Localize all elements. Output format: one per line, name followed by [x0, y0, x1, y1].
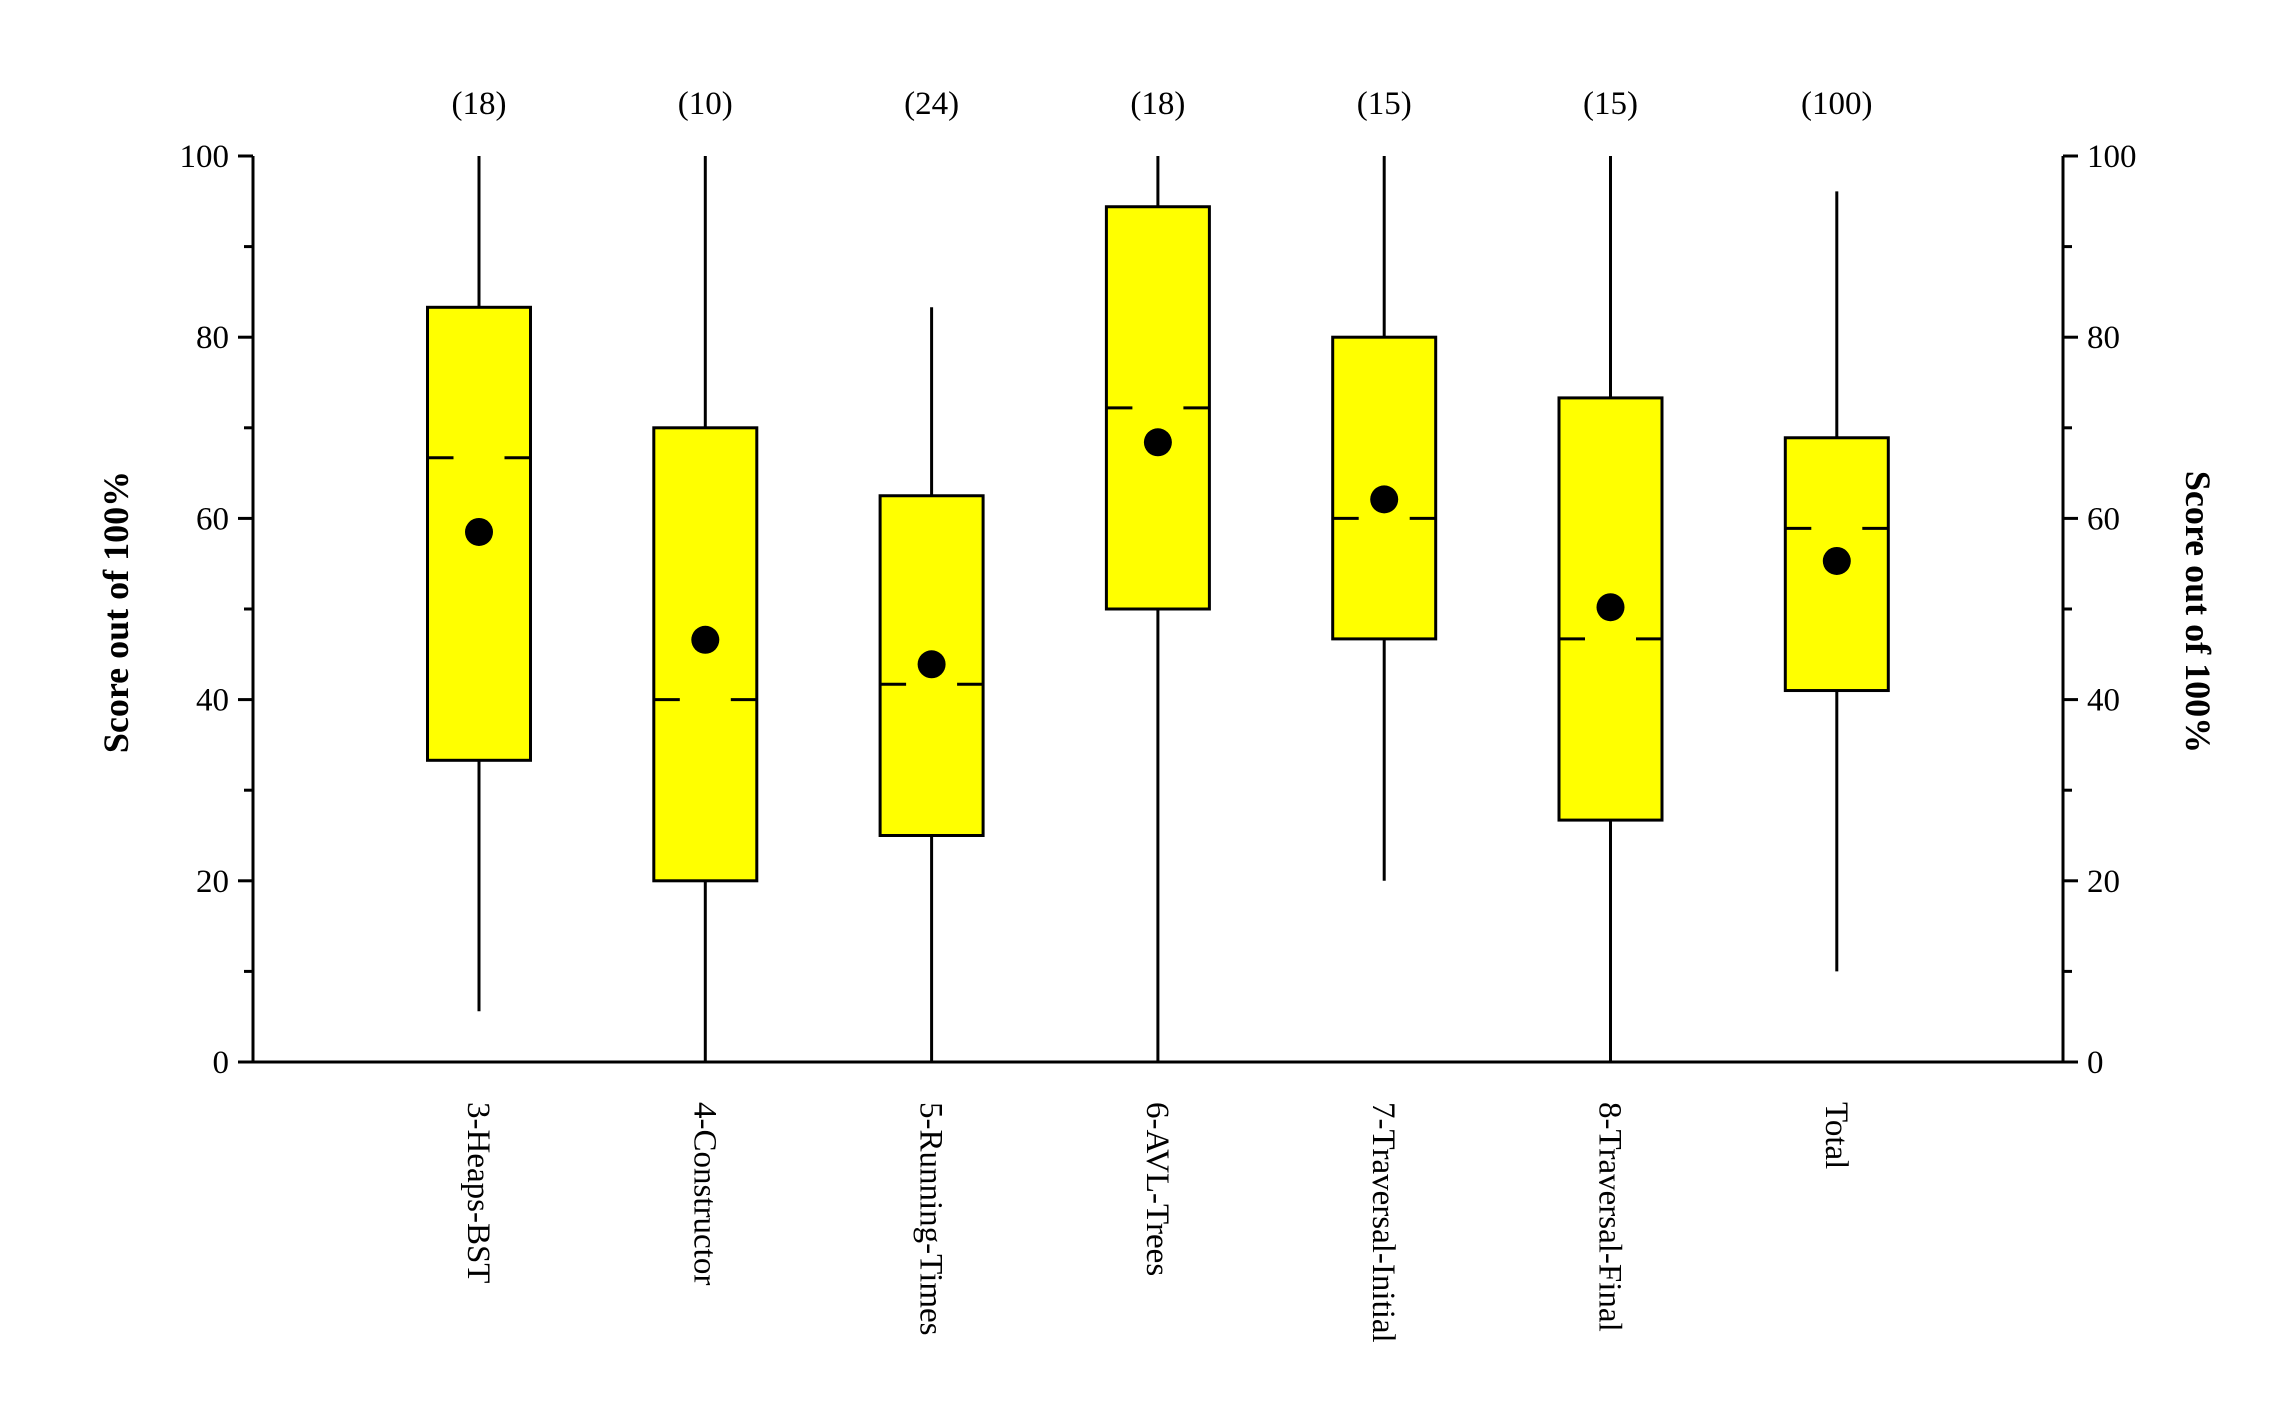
- count-label: (100): [1801, 86, 1872, 122]
- y-axis-title-right: Score out of 100%: [2178, 471, 2218, 753]
- count-label: (24): [904, 86, 959, 122]
- category-label: 3-Heaps-BST: [460, 1102, 496, 1283]
- y-tick-label-right: 80: [2087, 320, 2120, 356]
- count-label: (15): [1583, 86, 1638, 122]
- y-tick-label-left: 40: [196, 683, 229, 719]
- mean-marker: [1596, 593, 1625, 622]
- category-label: 5-Running-Times: [913, 1102, 949, 1335]
- box-group: [652, 156, 759, 1062]
- count-label: (18): [1130, 86, 1185, 122]
- iqr-box: [878, 494, 985, 837]
- y-axis-title-left: Score out of 100%: [96, 471, 136, 753]
- category-label: 4-Constructor: [686, 1102, 722, 1285]
- y-tick-label-right: 0: [2087, 1045, 2104, 1081]
- mean-marker: [691, 625, 720, 654]
- y-tick-label-left: 80: [196, 320, 229, 356]
- y-tick-label-right: 40: [2087, 683, 2120, 719]
- category-label: 8-Traversal-Final: [1592, 1102, 1628, 1332]
- mean-marker: [465, 517, 493, 546]
- box-group: [1104, 156, 1211, 1062]
- y-tick-label-right: 20: [2087, 864, 2120, 900]
- box-group: [1331, 156, 1438, 881]
- y-tick-label-left: 60: [196, 501, 229, 537]
- category-label: 6-AVL-Trees: [1139, 1102, 1175, 1276]
- count-label: (15): [1357, 86, 1412, 122]
- mean-marker: [1370, 485, 1399, 514]
- y-tick-label-left: 0: [213, 1045, 230, 1081]
- category-label: 7-Traversal-Initial: [1365, 1102, 1401, 1343]
- y-tick-label-left: 20: [196, 864, 229, 900]
- mean-marker: [1822, 546, 1851, 575]
- mean-marker: [1143, 428, 1172, 457]
- category-label: Total: [1818, 1102, 1854, 1169]
- box-group: [1783, 191, 1890, 972]
- iqr-box: [652, 426, 759, 883]
- y-tick-label-right: 60: [2087, 501, 2120, 537]
- y-tick-label-right: 100: [2087, 139, 2137, 175]
- boxes: [426, 156, 1890, 1062]
- mean-marker: [917, 650, 946, 679]
- box-group: [1557, 156, 1664, 1062]
- box-group: [426, 156, 532, 1012]
- count-label: (10): [678, 86, 733, 122]
- axes: 0 0 20 20 40 40 60 60 80 80 100 100: [180, 139, 2137, 1081]
- labels: (18) 3-Heaps-BST (10) 4-Constructor (24) 5-Ru…: [452, 86, 1873, 1343]
- y-tick-label-left: 100: [180, 139, 230, 175]
- box-group: [878, 307, 985, 1062]
- count-label: (18): [452, 86, 507, 122]
